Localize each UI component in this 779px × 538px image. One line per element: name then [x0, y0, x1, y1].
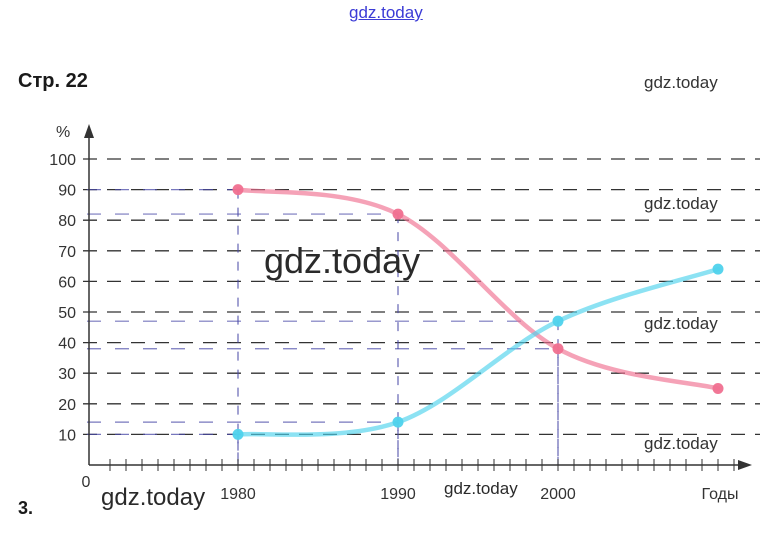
watermark-top[interactable]: gdz.today	[349, 3, 423, 22]
data-point-cyan-2010	[712, 263, 724, 275]
series-line-pink	[235, 187, 721, 391]
watermark-center: gdz.today	[264, 240, 421, 281]
data-point-pink-1980	[232, 184, 244, 196]
y-tick-label-90: 90	[58, 183, 76, 200]
watermark-bottom-left: gdz.today	[101, 484, 206, 511]
x-tick-label-1990: 1990	[380, 486, 416, 503]
x-origin-label: 0	[82, 474, 91, 491]
page-label: Стр. 22	[18, 70, 88, 92]
task-number: 3.	[18, 498, 34, 518]
watermark-right-2: gdz.today	[644, 194, 718, 213]
y-tick-label-100: 100	[49, 152, 76, 169]
y-tick-label-80: 80	[58, 213, 76, 230]
y-tick-label-10: 10	[58, 427, 76, 444]
data-point-cyan-1990	[392, 416, 404, 428]
watermark-right-3: gdz.today	[644, 314, 718, 333]
series-line-cyan	[235, 266, 721, 437]
y-tick-label-30: 30	[58, 366, 76, 383]
x-tick-label-1980: 1980	[220, 486, 256, 503]
watermark-bottom-middle: gdz.today	[444, 479, 518, 498]
y-tick-label-40: 40	[58, 336, 76, 353]
data-point-pink-1990	[392, 208, 404, 220]
watermark-right-1: gdz.today	[644, 73, 718, 92]
y-axis-label: %	[56, 124, 70, 141]
data-point-pink-2000	[552, 343, 564, 355]
x-axis-label: Годы	[702, 486, 739, 503]
data-point-cyan-2000	[552, 315, 564, 327]
y-tick-label-50: 50	[58, 305, 76, 322]
data-point-cyan-1980	[232, 428, 244, 440]
y-tick-label-20: 20	[58, 397, 76, 414]
x-axis-arrow	[738, 460, 752, 470]
y-tick-label-70: 70	[58, 244, 76, 261]
y-axis-arrow	[84, 124, 94, 138]
y-tick-label-60: 60	[58, 274, 76, 291]
x-tick-label-2000: 2000	[540, 486, 576, 503]
watermark-right-4: gdz.today	[644, 434, 718, 453]
data-point-pink-2010	[712, 383, 724, 394]
